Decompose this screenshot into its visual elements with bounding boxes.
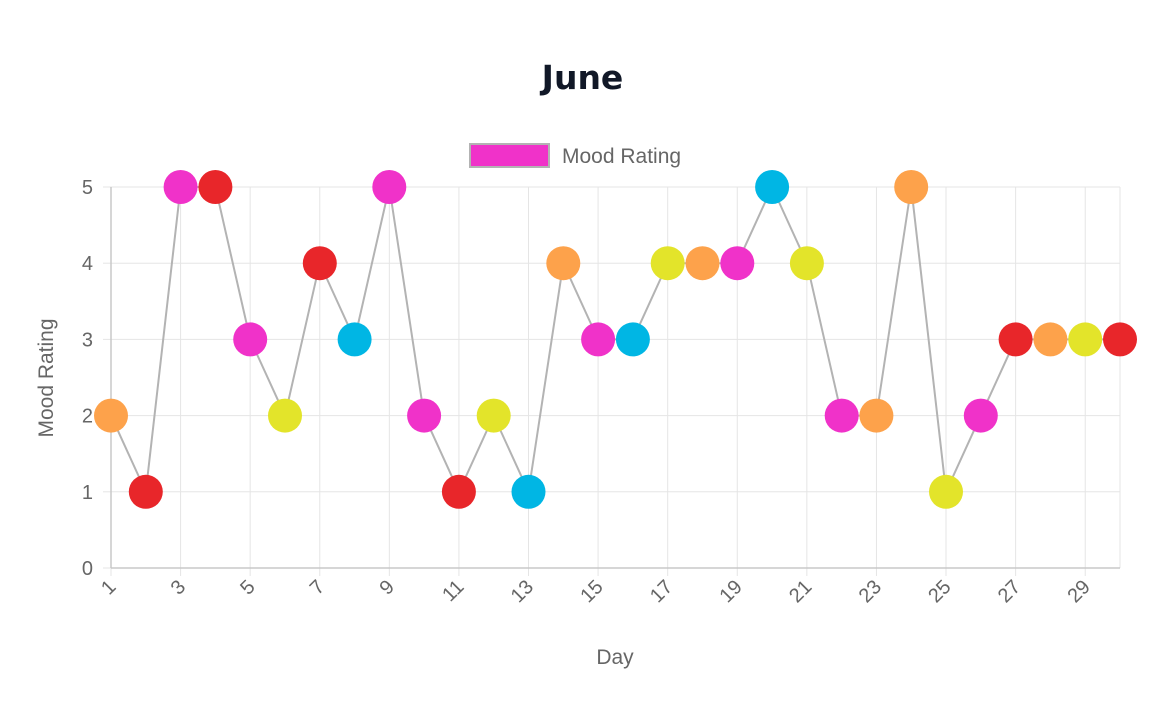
data-point[interactable] xyxy=(268,398,302,433)
x-tick-label: 21 xyxy=(785,576,816,607)
data-point[interactable] xyxy=(198,170,233,204)
data-point[interactable] xyxy=(128,474,163,509)
x-axis-title: Day xyxy=(596,646,634,669)
axes xyxy=(110,187,1120,569)
data-point[interactable] xyxy=(163,170,198,204)
chart-title: June xyxy=(541,58,624,97)
x-tick-label: 27 xyxy=(994,576,1025,607)
data-point[interactable] xyxy=(337,322,372,357)
data-point[interactable] xyxy=(720,246,755,281)
data-point[interactable] xyxy=(1033,322,1068,357)
grid-lines xyxy=(103,186,1121,576)
data-point[interactable] xyxy=(755,170,790,204)
data-point[interactable] xyxy=(407,398,442,433)
data-point[interactable] xyxy=(441,474,476,509)
x-tick-label: 19 xyxy=(716,576,747,607)
data-point[interactable] xyxy=(233,322,268,357)
data-point[interactable] xyxy=(894,170,929,204)
y-tick-label: 1 xyxy=(82,482,93,504)
x-tick-label: 17 xyxy=(646,576,677,607)
x-tick-label: 29 xyxy=(1063,576,1094,607)
y-axis-title: Mood Rating xyxy=(35,318,58,437)
data-point[interactable] xyxy=(511,474,546,509)
data-point[interactable] xyxy=(824,398,859,433)
x-tick-label: 11 xyxy=(438,576,468,606)
legend-label[interactable]: Mood Rating xyxy=(562,145,681,168)
data-point[interactable] xyxy=(963,398,998,433)
y-tick-label: 3 xyxy=(82,329,93,351)
x-tick-label: 3 xyxy=(167,576,190,599)
x-tick-label: 23 xyxy=(855,576,886,607)
data-point[interactable] xyxy=(1103,322,1137,357)
data-point[interactable] xyxy=(581,322,616,357)
data-points xyxy=(94,170,1137,509)
x-tick-label: 1 xyxy=(97,576,120,599)
data-point[interactable] xyxy=(1068,322,1103,357)
data-point[interactable] xyxy=(94,398,128,433)
x-tick-label: 13 xyxy=(507,576,538,607)
legend-swatch[interactable] xyxy=(469,143,550,168)
data-point[interactable] xyxy=(615,322,650,357)
data-point[interactable] xyxy=(929,474,963,509)
data-point[interactable] xyxy=(685,246,720,281)
data-point[interactable] xyxy=(372,170,407,204)
y-tick-label: 0 xyxy=(82,558,93,580)
data-point[interactable] xyxy=(546,246,581,281)
legend[interactable]: Mood Rating xyxy=(469,143,681,168)
y-tick-label: 5 xyxy=(82,177,93,199)
x-tick-label: 15 xyxy=(576,576,607,607)
x-tick-label: 5 xyxy=(236,576,259,599)
data-point[interactable] xyxy=(789,246,824,281)
y-tick-label: 4 xyxy=(82,253,93,275)
y-tick-label: 2 xyxy=(82,406,93,428)
x-tick-label: 9 xyxy=(375,576,398,599)
data-point[interactable] xyxy=(476,398,511,433)
data-point[interactable] xyxy=(998,322,1033,357)
x-tick-label: 7 xyxy=(306,576,329,599)
data-point[interactable] xyxy=(859,398,894,433)
x-tick-label: 25 xyxy=(924,576,955,607)
data-point[interactable] xyxy=(650,246,685,281)
data-point[interactable] xyxy=(302,246,337,281)
